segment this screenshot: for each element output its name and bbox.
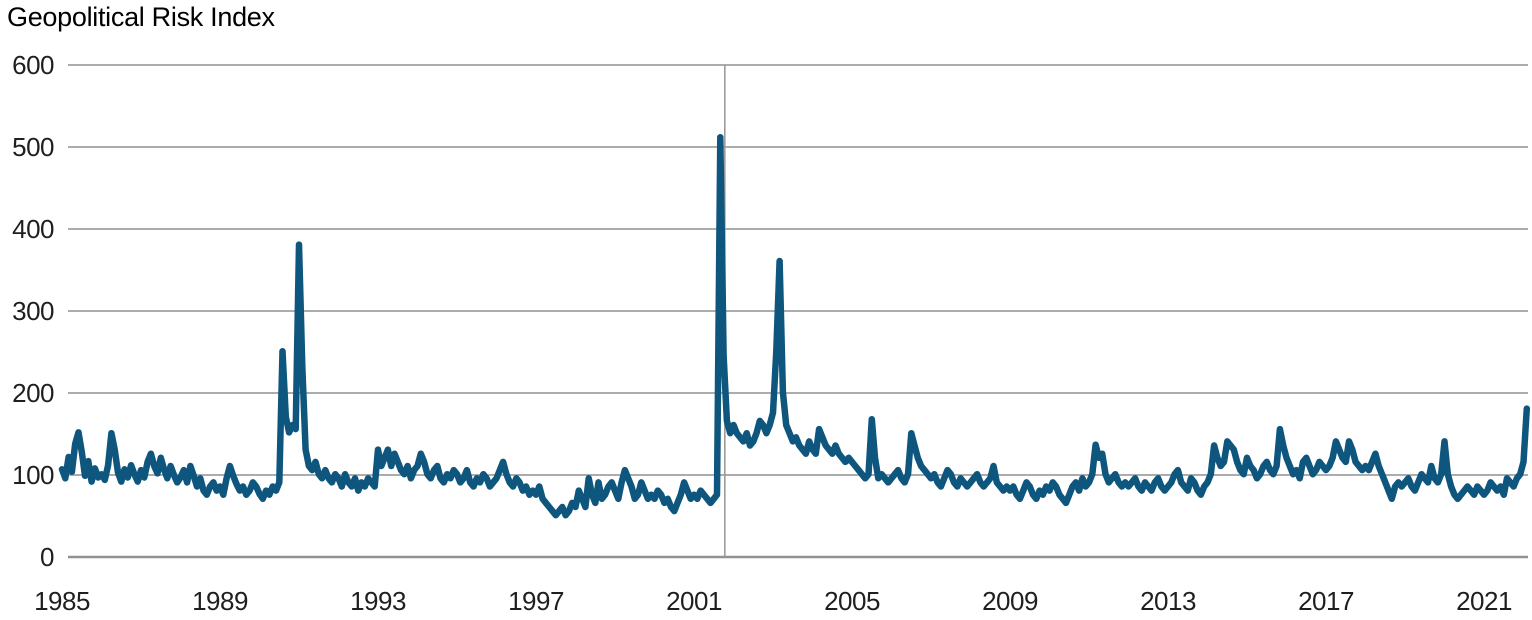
x-axis-tick-label-1993: 1993 [350, 586, 406, 616]
y-axis-tick-label-400: 400 [12, 214, 54, 244]
y-axis-tick-label-0: 0 [40, 542, 54, 572]
x-axis-tick-label-2013: 2013 [1140, 586, 1196, 616]
y-axis-tick-label-600: 600 [12, 50, 54, 80]
x-axis-tick-label-1989: 1989 [192, 586, 248, 616]
y-axis-tick-label-300: 300 [12, 296, 54, 326]
x-axis-tick-label-2005: 2005 [824, 586, 880, 616]
x-axis-tick-label-2001: 2001 [666, 586, 722, 616]
x-axis-tick-label-2021: 2021 [1456, 586, 1512, 616]
y-axis-tick-label-500: 500 [12, 132, 54, 162]
chart-title: Geopolitical Risk Index [7, 2, 275, 32]
x-axis-tick-label-1985: 1985 [34, 586, 90, 616]
y-axis-tick-label-100: 100 [12, 460, 54, 490]
x-axis-tick-label-1997: 1997 [508, 586, 564, 616]
y-axis-tick-label-200: 200 [12, 378, 54, 408]
gpr-index-line [58, 133, 1531, 519]
x-axis-tick-label-2009: 2009 [982, 586, 1038, 616]
x-axis-tick-label-2017: 2017 [1298, 586, 1354, 616]
